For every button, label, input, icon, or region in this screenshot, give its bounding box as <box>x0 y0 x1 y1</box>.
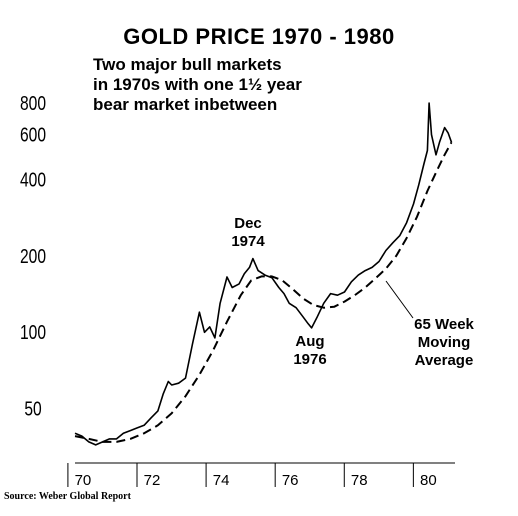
subtitle-line-2: in 1970s with one 1½ year <box>93 75 302 94</box>
y-tick-label: 50 <box>24 398 41 420</box>
y-tick-label: 600 <box>20 124 46 146</box>
annotation-aug-1976: Aug 1976 <box>280 333 340 369</box>
x-tick-label: 74 <box>213 472 230 489</box>
x-tick-label: 72 <box>144 472 161 489</box>
chart-subtitle: Two major bull markets in 1970s with one… <box>93 55 302 115</box>
annotation-ma-line-1: 65 Week <box>414 316 474 333</box>
x-tick-label: 76 <box>282 472 299 489</box>
annotation-moving-average: 65 Week Moving Average <box>398 316 490 370</box>
y-tick-label: 200 <box>20 245 46 267</box>
axes: 70 72 74 76 78 80 50 100 200 400 600 800 <box>20 92 455 489</box>
annotation-pointer <box>385 280 414 319</box>
moving-average-series <box>74 141 453 443</box>
gold-price-series <box>74 102 453 446</box>
chart-title: GOLD PRICE 1970 - 1980 <box>123 24 395 49</box>
subtitle-line-1: Two major bull markets <box>93 55 282 74</box>
annotation-ma-line-2: Moving <box>417 334 471 351</box>
annotation-dec-1974: Dec 1974 <box>218 215 278 251</box>
x-tick-label: 78 <box>351 472 368 489</box>
x-tick-label: 80 <box>420 472 437 489</box>
annotation-dec-1974-line-2: 1974 <box>231 233 265 250</box>
annotation-ma-line-3: Average <box>414 352 474 369</box>
x-tick-label: 70 <box>75 472 92 489</box>
annotation-aug-1976-line-1: Aug <box>295 333 325 350</box>
y-tick-label: 800 <box>20 92 46 114</box>
annotation-aug-1976-line-2: 1976 <box>293 351 327 368</box>
source-note: Source: Weber Global Report <box>4 491 131 502</box>
y-tick-label: 400 <box>20 169 46 191</box>
y-tick-label: 100 <box>20 321 46 343</box>
annotation-dec-1974-line-1: Dec <box>234 215 262 232</box>
subtitle-line-3: bear market inbetween <box>93 95 278 114</box>
plot-area <box>74 102 453 446</box>
